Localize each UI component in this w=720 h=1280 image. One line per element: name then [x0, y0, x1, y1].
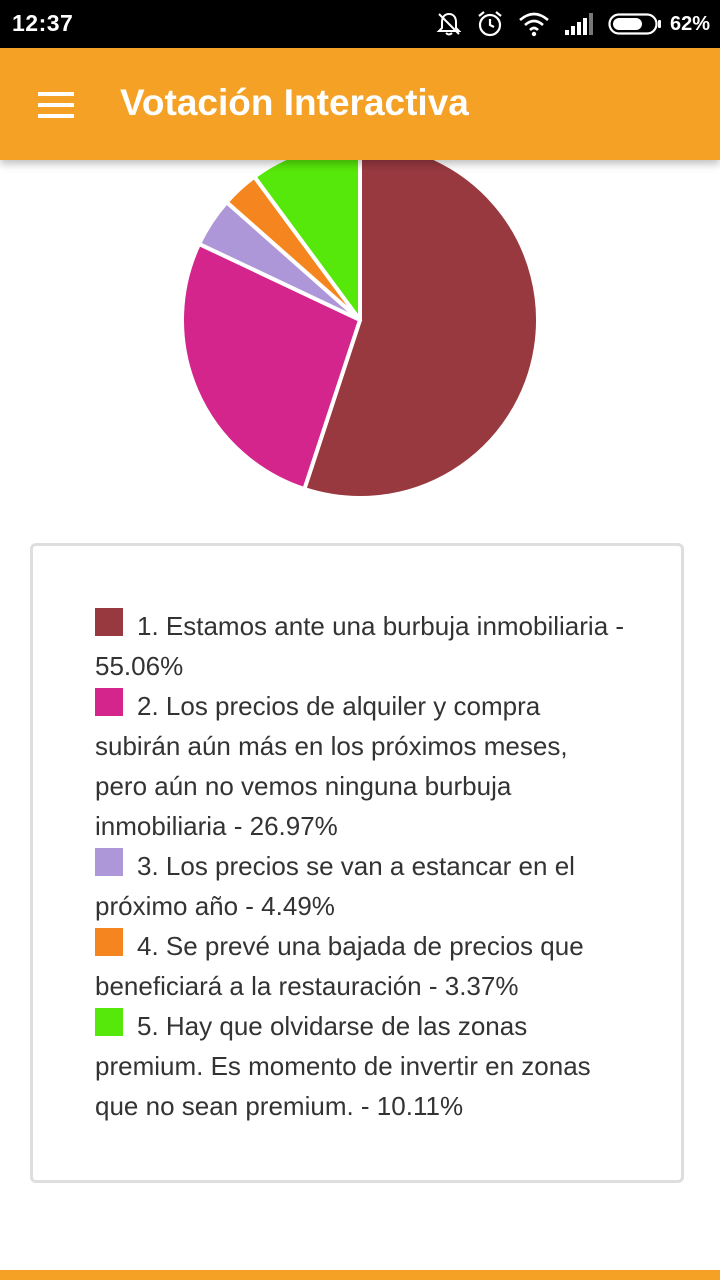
battery-percentage: 62%: [669, 12, 710, 35]
legend-label: 5. Hay que olvidarse de las zonas premiu…: [95, 1011, 591, 1121]
legend-swatch: [95, 688, 123, 716]
pie-slice-5[interactable]: [252, 160, 362, 322]
legend-swatch: [95, 608, 123, 636]
legend-label: 2. Los precios de alquiler y compra subi…: [95, 691, 568, 841]
status-time: 12:37: [12, 10, 74, 36]
pie-chart: [180, 160, 540, 500]
legend-label: 1. Estamos ante una burbuja inmobiliaria…: [95, 611, 625, 681]
main-content: 1. Estamos ante una burbuja inmobiliaria…: [0, 160, 720, 1270]
wifi-icon: [519, 12, 549, 37]
bell-off-icon: [436, 12, 462, 36]
legend-label: 3. Los precios se van a estancar en el p…: [95, 851, 575, 921]
battery-icon: [608, 13, 661, 35]
signal-icon: [564, 13, 593, 35]
legend-swatch: [95, 928, 123, 956]
legend-item-3: 3. Los precios se van a estancar en el p…: [95, 846, 625, 926]
legend-item-5: 5. Hay que olvidarse de las zonas premiu…: [95, 1006, 625, 1126]
legend-list: 1. Estamos ante una burbuja inmobiliaria…: [95, 606, 625, 1126]
app-bar: Votación Interactiva: [0, 48, 720, 160]
legend-item-4: 4. Se prevé una bajada de precios que be…: [95, 926, 625, 1006]
legend-item-1: 1. Estamos ante una burbuja inmobiliaria…: [95, 606, 625, 686]
legend-swatch: [95, 848, 123, 876]
legend-card: 1. Estamos ante una burbuja inmobiliaria…: [30, 543, 684, 1183]
bottom-accent-bar: [0, 1270, 720, 1280]
hamburger-menu-icon[interactable]: [38, 92, 74, 118]
pie-slice-1[interactable]: [302, 160, 540, 500]
legend-swatch: [95, 1008, 123, 1036]
legend-label: 4. Se prevé una bajada de precios que be…: [95, 931, 584, 1001]
pie-slice-2[interactable]: [180, 241, 362, 492]
status-bar: 12:37 62%: [0, 0, 720, 48]
status-icons: 62%: [422, 0, 710, 48]
legend-item-2: 2. Los precios de alquiler y compra subi…: [95, 686, 625, 846]
alarm-icon: [478, 11, 502, 37]
app-title: Votación Interactiva: [120, 82, 469, 123]
